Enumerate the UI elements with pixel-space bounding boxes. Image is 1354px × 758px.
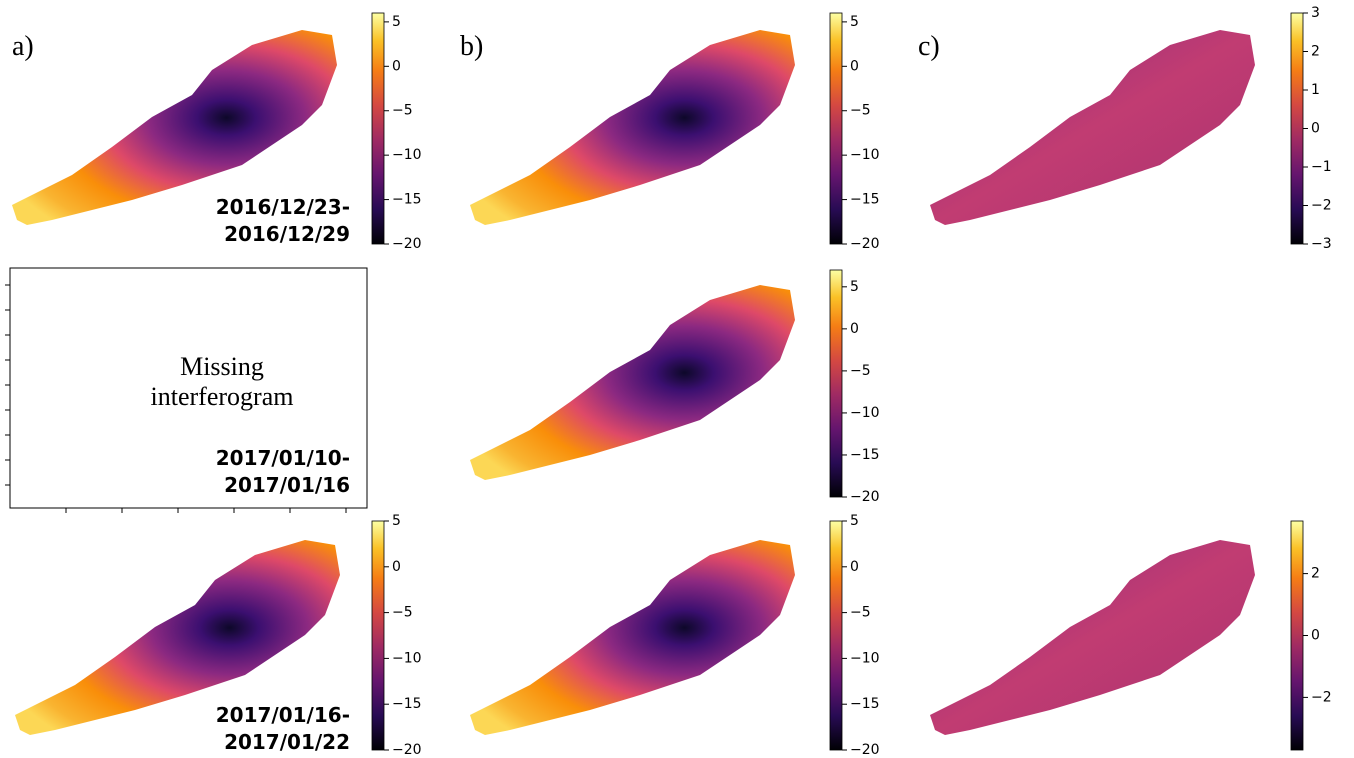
colorbar-tick-label: −15 bbox=[850, 696, 880, 712]
colorbar bbox=[1290, 520, 1304, 751]
colorbar-tick-label: 0 bbox=[850, 321, 859, 337]
missing-text: Missing bbox=[180, 352, 264, 381]
colorbar-tick-label: 0 bbox=[1311, 121, 1320, 137]
colorbar-tick-label: 0 bbox=[850, 58, 859, 74]
colorbar-tick-label: 0 bbox=[392, 58, 401, 74]
colorbar-tick-label: 2 bbox=[1311, 566, 1320, 582]
date-label: 2017/01/16- bbox=[216, 703, 350, 727]
colorbar-tick-label: −10 bbox=[850, 405, 880, 421]
colorbar-tick-label: −10 bbox=[850, 147, 880, 163]
colorbar-tick-label: 5 bbox=[850, 14, 859, 30]
colorbar-tick-label: 0 bbox=[1311, 628, 1320, 644]
colorbar bbox=[371, 12, 385, 245]
colorbar-tick-label: −2 bbox=[1311, 689, 1332, 705]
colorbar-tick-label: 5 bbox=[392, 14, 401, 30]
colorbar bbox=[829, 12, 843, 245]
panel-label: a) bbox=[12, 31, 34, 62]
colorbar-tick-label: 2 bbox=[1311, 44, 1320, 60]
missing-text: interferogram bbox=[151, 382, 294, 411]
date-label: 2016/12/23- bbox=[216, 195, 350, 219]
colorbar-tick-label: 5 bbox=[850, 513, 859, 529]
panel-label: c) bbox=[918, 31, 940, 62]
colorbar-tick-label: −20 bbox=[850, 742, 880, 758]
colorbar bbox=[1290, 12, 1304, 245]
colorbar-tick-label: 0 bbox=[392, 559, 401, 575]
colorbar-tick-label: −5 bbox=[392, 103, 413, 119]
colorbar-tick-label: −2 bbox=[1311, 198, 1332, 214]
colorbar bbox=[829, 269, 843, 498]
map-b-bottom bbox=[470, 540, 795, 735]
colorbar-tick-label: 5 bbox=[392, 513, 401, 529]
date-label: 2017/01/16 bbox=[224, 473, 350, 497]
colorbar-tick-label: −10 bbox=[392, 650, 422, 666]
colorbar-tick-label: −20 bbox=[850, 236, 880, 252]
colorbar-tick-label: −15 bbox=[850, 447, 880, 463]
colorbar-tick-label: −5 bbox=[392, 605, 413, 621]
frame-ticks bbox=[5, 284, 347, 513]
panel-label: b) bbox=[460, 31, 483, 62]
colorbar-tick-label: −3 bbox=[1311, 236, 1332, 252]
colorbar-tick-label: −10 bbox=[392, 147, 422, 163]
date-label: 2017/01/22 bbox=[224, 730, 350, 754]
frame bbox=[9, 267, 368, 509]
colorbar bbox=[371, 520, 385, 751]
colorbar-tick-label: −5 bbox=[850, 103, 871, 119]
date-label: 2017/01/10- bbox=[216, 446, 350, 470]
map-c-top bbox=[930, 30, 1255, 225]
colorbar-tick-label: −20 bbox=[850, 489, 880, 505]
colorbar-tick-label: 0 bbox=[850, 559, 859, 575]
colorbar-tick-label: −15 bbox=[392, 696, 422, 712]
date-label: 2016/12/29 bbox=[224, 222, 350, 246]
colorbar-tick-label: −15 bbox=[850, 192, 880, 208]
colorbar-tick-label: −15 bbox=[392, 192, 422, 208]
colorbar-tick-label: 5 bbox=[850, 279, 859, 295]
colorbar bbox=[829, 520, 843, 751]
missing-panel: Missing interferogram bbox=[5, 267, 368, 513]
colorbar-tick-label: 1 bbox=[1311, 82, 1320, 98]
map-c-bottom bbox=[930, 540, 1255, 735]
colorbar-tick-label: −1 bbox=[1311, 159, 1332, 175]
colorbar-tick-label: −10 bbox=[850, 650, 880, 666]
map-b-top bbox=[470, 30, 795, 225]
map-b-mid bbox=[470, 285, 795, 480]
colorbar-tick-label: −20 bbox=[392, 236, 422, 252]
colorbar-tick-label: −5 bbox=[850, 605, 871, 621]
colorbar-tick-label: −20 bbox=[392, 742, 422, 758]
colorbar-tick-label: 3 bbox=[1311, 5, 1320, 21]
colorbar-tick-label: −5 bbox=[850, 363, 871, 379]
